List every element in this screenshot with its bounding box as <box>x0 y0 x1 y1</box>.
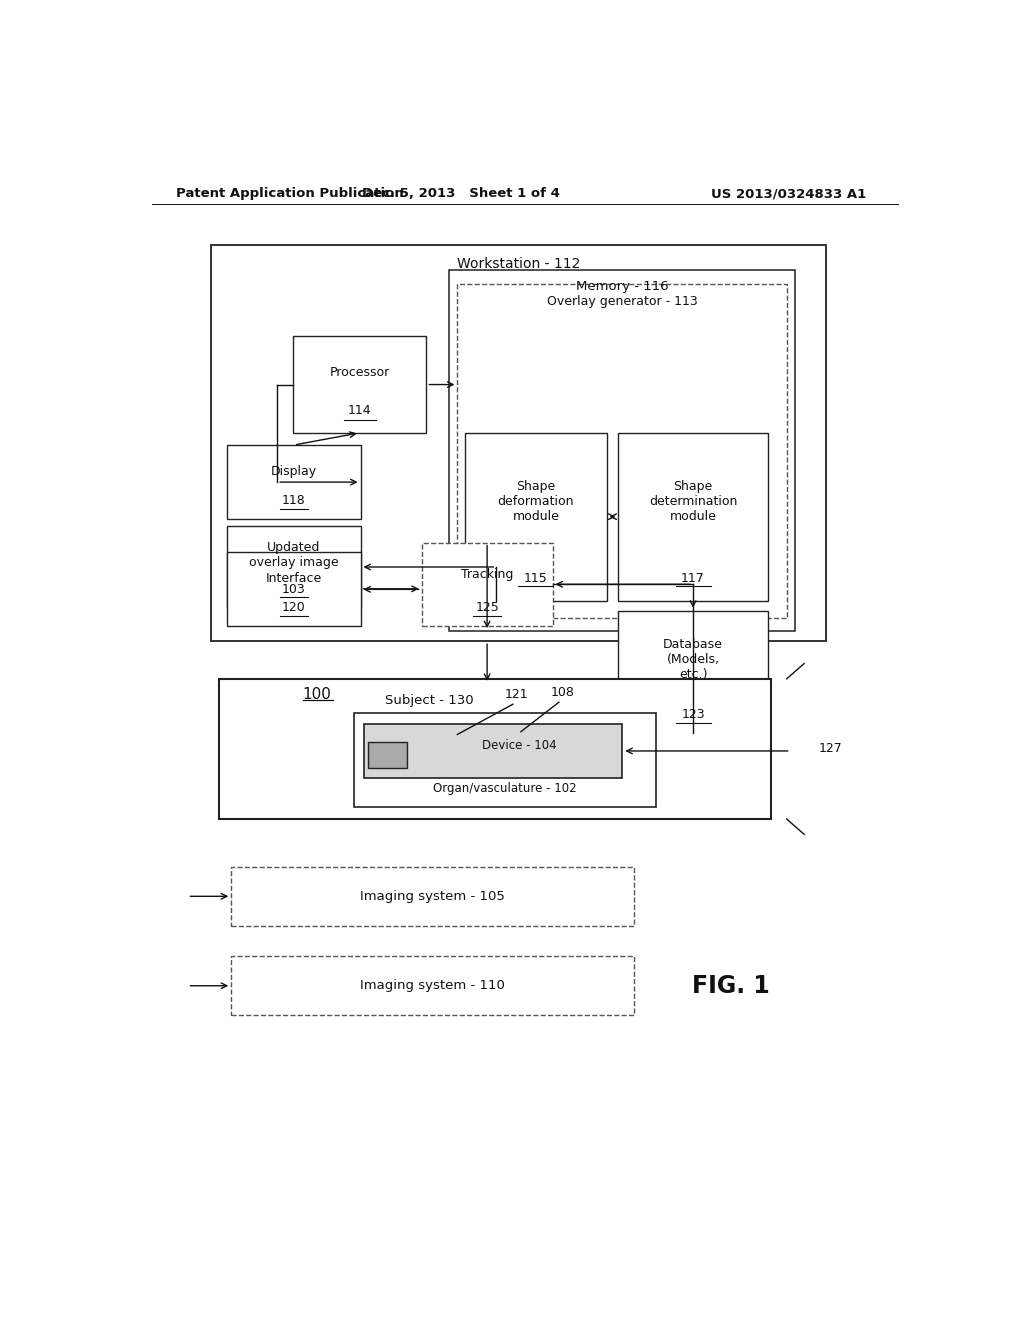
Bar <box>231 956 634 1015</box>
Bar <box>450 271 795 631</box>
Bar <box>219 678 771 818</box>
Text: Device - 104: Device - 104 <box>482 739 557 752</box>
Text: Memory - 116: Memory - 116 <box>575 280 669 293</box>
Text: Subject - 130: Subject - 130 <box>385 694 473 708</box>
Text: 123: 123 <box>681 708 705 721</box>
Text: Imaging system - 105: Imaging system - 105 <box>360 890 505 903</box>
Text: Updated
overlay image: Updated overlay image <box>249 541 339 569</box>
Bar <box>293 337 426 433</box>
Text: 115: 115 <box>524 572 548 585</box>
Text: Shape
deformation
module: Shape deformation module <box>498 480 574 523</box>
Text: 120: 120 <box>282 601 306 614</box>
Text: Imaging system - 110: Imaging system - 110 <box>360 979 505 993</box>
Bar <box>422 543 553 626</box>
Text: 114: 114 <box>348 404 372 417</box>
Bar <box>618 611 768 733</box>
Bar <box>365 723 623 779</box>
Text: 117: 117 <box>681 572 705 585</box>
Bar <box>211 244 826 642</box>
Bar <box>369 742 407 768</box>
Bar <box>231 867 634 925</box>
Text: 103: 103 <box>282 583 306 595</box>
Text: US 2013/0324833 A1: US 2013/0324833 A1 <box>711 187 866 201</box>
Bar <box>465 433 606 601</box>
Text: Organ/vasculature - 102: Organ/vasculature - 102 <box>433 781 577 795</box>
Bar <box>618 433 768 601</box>
Text: Workstation - 112: Workstation - 112 <box>457 257 581 271</box>
Text: Processor: Processor <box>330 366 390 379</box>
Bar <box>227 552 360 626</box>
Bar <box>227 445 360 519</box>
Text: FIG. 1: FIG. 1 <box>692 974 770 998</box>
Text: Tracking: Tracking <box>461 568 513 581</box>
Text: 118: 118 <box>282 495 306 507</box>
Bar <box>354 713 655 807</box>
Text: 127: 127 <box>818 742 842 755</box>
Text: Shape
determination
module: Shape determination module <box>649 480 737 523</box>
Text: 108: 108 <box>551 685 574 698</box>
Text: 125: 125 <box>475 601 499 614</box>
Text: 100: 100 <box>303 686 332 701</box>
Text: Dec. 5, 2013   Sheet 1 of 4: Dec. 5, 2013 Sheet 1 of 4 <box>362 187 560 201</box>
Text: Database
(Models,
etc.): Database (Models, etc.) <box>664 638 723 681</box>
Text: Overlay generator - 113: Overlay generator - 113 <box>547 294 697 308</box>
Text: Interface: Interface <box>266 572 322 585</box>
Text: Patent Application Publication: Patent Application Publication <box>176 187 403 201</box>
Bar <box>458 284 786 618</box>
Bar <box>227 527 360 607</box>
Text: 121: 121 <box>505 688 528 701</box>
Text: Display: Display <box>270 466 316 478</box>
